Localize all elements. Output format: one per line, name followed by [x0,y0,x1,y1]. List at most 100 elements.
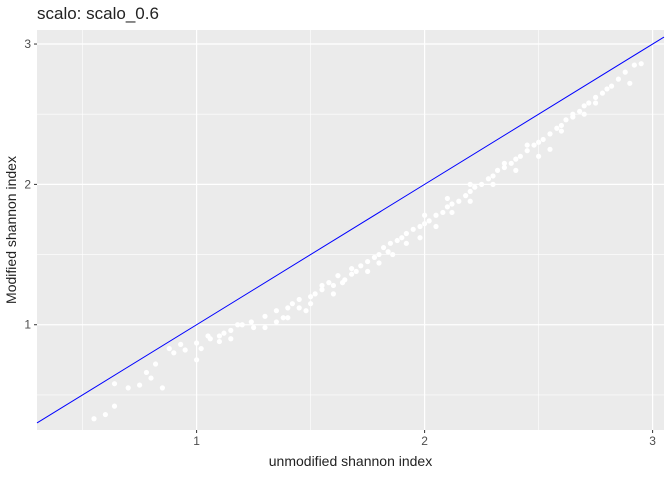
data-point [228,327,234,333]
data-point [111,381,118,387]
data-point [563,117,569,123]
data-point [599,90,606,96]
data-point [558,122,565,129]
data-point [586,100,592,106]
data-point [125,385,131,391]
data-point [638,61,644,67]
y-axis-title: Modified shannon index [3,156,19,304]
data-point [479,181,485,187]
chart-title: scalo: scalo_0.6 [37,4,159,23]
data-point [554,125,560,131]
data-point [577,108,583,115]
data-point [627,80,633,86]
data-point [433,223,439,230]
data-point [148,375,154,381]
data-point [137,382,143,388]
data-point [494,167,501,173]
data-point [593,94,599,100]
reference-line-y-equals-x [36,36,665,424]
data-point [308,301,314,307]
data-points [91,61,644,422]
data-point [182,347,188,353]
data-point [342,277,348,283]
data-point [239,322,245,328]
data-point [403,230,409,237]
data-point [152,361,159,367]
data-point [631,62,637,68]
data-point [159,385,165,391]
data-point [410,226,416,232]
data-point [501,160,507,166]
data-point [308,294,314,300]
data-point [472,184,478,190]
y-tick-label: 2 [24,177,31,191]
data-point [508,160,514,166]
data-point [207,336,213,342]
data-point [349,271,355,277]
data-point [319,287,325,293]
data-point [422,212,428,218]
data-point [444,195,450,202]
data-point [312,291,318,297]
data-point [581,103,587,109]
data-point [166,345,172,352]
data-point [463,193,469,199]
x-axis-ticks: 1 2 3 [193,430,656,448]
data-point [422,221,428,227]
grid-major [37,30,664,430]
data-point [102,411,108,418]
data-point [330,291,336,297]
data-point [547,146,553,152]
data-point [349,265,355,272]
data-point [501,164,507,171]
data-point [303,308,309,314]
data-point [319,282,325,289]
data-point [394,237,400,244]
data-point [433,212,439,218]
data-point [353,268,359,275]
y-tick-label: 3 [24,37,31,51]
data-point [235,322,241,328]
data-point [485,176,492,182]
data-point [449,201,455,207]
data-point [380,244,387,251]
y-axis-ticks: 1 2 3 [24,37,37,332]
data-point [371,254,378,260]
data-point [490,173,496,179]
data-point [262,313,268,319]
data-point [524,142,530,148]
data-point [417,223,423,230]
data-point [285,305,291,311]
data-point [251,324,257,331]
data-point [593,100,599,106]
data-point [536,139,542,145]
grid-minor [37,30,664,430]
data-point [615,76,622,82]
data-point [622,69,628,75]
data-point [403,240,409,246]
data-point [358,263,364,269]
data-point [390,251,396,258]
data-point [198,345,204,352]
data-point [513,156,519,162]
data-point [296,296,302,303]
data-point [467,181,473,187]
data-point [444,204,450,210]
x-axis-title: unmodified shannon index [269,453,432,469]
data-point [273,319,279,325]
data-point [399,235,405,241]
data-point [221,330,227,336]
data-point [467,198,473,204]
data-point [467,188,473,195]
data-point [570,114,576,120]
data-point [194,340,200,346]
data-point [417,235,423,241]
data-point [440,209,446,216]
data-point [178,341,184,347]
data-point [335,273,341,279]
data-point [513,167,519,173]
data-point [536,153,542,159]
data-point [143,369,150,376]
data-point [194,357,200,363]
